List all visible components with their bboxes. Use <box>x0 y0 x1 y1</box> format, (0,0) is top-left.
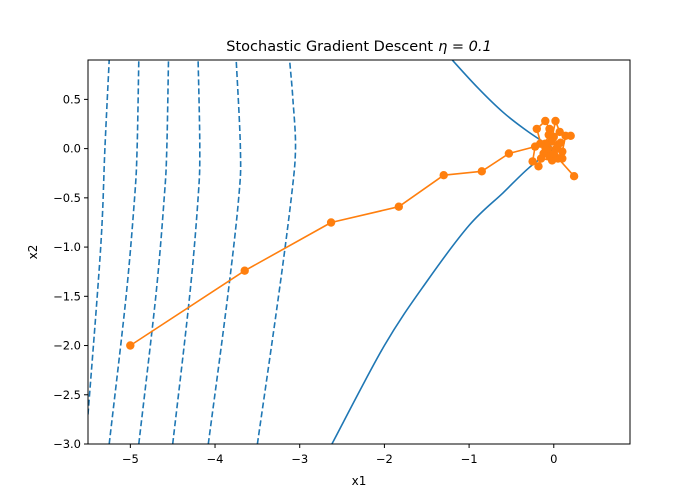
x-tick-label: −4 <box>207 452 224 466</box>
x-tick-label: −1 <box>461 452 478 466</box>
y-tick-label: −1.5 <box>53 289 81 303</box>
trajectory-point-2 <box>240 266 249 275</box>
trajectory-point-19 <box>566 131 575 140</box>
y-axis-ticks: 0.5 0.0 −0.5 −1.0 −1.5 −2.0 −2.5 −3.0 <box>53 92 88 451</box>
y-tick-label: −1.0 <box>53 240 81 254</box>
x-tick-label: 0 <box>550 452 557 466</box>
trajectory-point-31 <box>536 139 545 148</box>
x-tick-label: −3 <box>291 452 308 466</box>
contour-line-4 <box>171 60 201 444</box>
trajectory-point-33 <box>556 138 565 147</box>
x-tick-label: −5 <box>122 452 139 466</box>
trajectory-point-20 <box>555 127 564 137</box>
y-tick-label: 0.5 <box>63 92 81 106</box>
trajectory-point-9 <box>528 157 537 166</box>
contour-line-1 <box>88 60 110 415</box>
contour-line-3 <box>138 60 170 444</box>
trajectory-point-35 <box>569 172 579 181</box>
trajectory-point-6 <box>477 167 486 176</box>
contour-line-6 <box>256 60 297 444</box>
trajectory-point-13 <box>541 116 550 126</box>
x-axis-ticks: −5 −4 −3 −2 −1 0 <box>122 444 557 466</box>
y-tick-label: −3.0 <box>53 437 81 451</box>
trajectory-point-5 <box>439 171 448 180</box>
trajectory-point-12 <box>532 124 541 134</box>
trajectory-point-3 <box>326 218 336 227</box>
trajectory-point-34 <box>549 149 558 158</box>
y-tick-label: −0.5 <box>53 191 81 205</box>
contour-lines <box>88 60 555 444</box>
chart-title-math: η = 0.1 <box>438 39 492 55</box>
contour-line-2 <box>108 60 140 444</box>
y-tick-label: −2.0 <box>53 339 81 353</box>
x-axis-label: x1 <box>352 474 367 488</box>
trajectory-point-24 <box>536 154 546 163</box>
contour-line-8 <box>451 60 555 150</box>
y-tick-label: −2.5 <box>53 388 81 402</box>
trajectory-point-10 <box>534 162 543 171</box>
y-axis-label: x2 <box>26 245 40 260</box>
trajectory-point-4 <box>394 202 403 211</box>
trajectory-point-29 <box>544 130 553 139</box>
trajectory-point-27 <box>558 154 567 163</box>
contour-line-7 <box>331 147 555 444</box>
contour-line-5 <box>207 60 242 444</box>
y-tick-label: 0.0 <box>63 142 81 156</box>
trajectory-point-7 <box>504 149 514 158</box>
trajectory-point-21 <box>551 116 560 126</box>
chart-title-text: Stochastic Gradient Descent <box>226 39 433 55</box>
x-tick-label: −2 <box>376 452 393 466</box>
trajectory-series <box>126 116 579 350</box>
chart-title: Stochastic Gradient Descent η = 0.1 <box>226 39 491 55</box>
plot-frame <box>87 59 631 445</box>
trajectory-point-1 <box>126 341 135 350</box>
